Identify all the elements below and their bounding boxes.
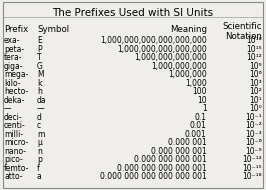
- Text: 1,000,000,000,000,000,000: 1,000,000,000,000,000,000: [100, 36, 207, 45]
- Text: deci-: deci-: [4, 113, 23, 122]
- Text: 10¹: 10¹: [249, 96, 262, 105]
- Text: atto-: atto-: [4, 172, 23, 181]
- Text: 1: 1: [202, 104, 207, 113]
- Text: Scientific
Notation: Scientific Notation: [222, 22, 262, 41]
- Text: pico-: pico-: [4, 155, 23, 164]
- Text: deka-: deka-: [4, 96, 25, 105]
- Text: Meaning: Meaning: [170, 25, 207, 34]
- Text: 0.000 001: 0.000 001: [168, 138, 207, 147]
- Text: exa-: exa-: [4, 36, 20, 45]
- Text: The Prefixes Used with SI Units: The Prefixes Used with SI Units: [52, 8, 214, 18]
- Text: 10¹⁵: 10¹⁵: [246, 44, 262, 54]
- Text: 0.1: 0.1: [195, 113, 207, 122]
- Text: 10: 10: [197, 96, 207, 105]
- Text: giga-: giga-: [4, 62, 23, 70]
- Text: 10¹²: 10¹²: [246, 53, 262, 62]
- Text: c: c: [37, 121, 41, 130]
- Text: 10⁻¹⁵: 10⁻¹⁵: [242, 164, 262, 173]
- Text: h: h: [37, 87, 42, 96]
- Text: hecto-: hecto-: [4, 87, 28, 96]
- Text: da: da: [37, 96, 47, 105]
- Text: T: T: [37, 53, 41, 62]
- Text: 10³: 10³: [249, 79, 262, 88]
- Text: femto-: femto-: [4, 164, 30, 173]
- Text: 10⁻⁶: 10⁻⁶: [245, 138, 262, 147]
- Text: 10¹⁸: 10¹⁸: [246, 36, 262, 45]
- Text: 10²: 10²: [249, 87, 262, 96]
- Text: 1,000: 1,000: [185, 79, 207, 88]
- Text: 0.001: 0.001: [185, 130, 207, 139]
- Text: 0.000 000 000 001: 0.000 000 000 001: [134, 155, 207, 164]
- Text: peta-: peta-: [4, 44, 24, 54]
- Text: 1,000,000,000: 1,000,000,000: [151, 62, 207, 70]
- Text: 1,000,000,000,000,000: 1,000,000,000,000,000: [117, 44, 207, 54]
- Text: —: —: [37, 104, 44, 113]
- Text: 1,000,000,000,000: 1,000,000,000,000: [134, 53, 207, 62]
- Text: 10⁻¹²: 10⁻¹²: [242, 155, 262, 164]
- Text: M: M: [37, 70, 44, 79]
- Text: mega-: mega-: [4, 70, 28, 79]
- Text: kilo-: kilo-: [4, 79, 20, 88]
- Text: d: d: [37, 113, 42, 122]
- Text: Symbol: Symbol: [37, 25, 69, 34]
- Text: centi-: centi-: [4, 121, 26, 130]
- Text: 100: 100: [192, 87, 207, 96]
- Text: 10⁻⁹: 10⁻⁹: [245, 147, 262, 156]
- Text: m: m: [37, 130, 44, 139]
- Text: G: G: [37, 62, 43, 70]
- Text: 0.01: 0.01: [190, 121, 207, 130]
- Text: p: p: [37, 155, 42, 164]
- Text: k: k: [37, 79, 41, 88]
- Text: 0.000 000 000 000 000 001: 0.000 000 000 000 000 001: [100, 172, 207, 181]
- Text: 10⁶: 10⁶: [249, 70, 262, 79]
- Text: milli-: milli-: [4, 130, 23, 139]
- Text: Prefix: Prefix: [4, 25, 28, 34]
- Text: n: n: [37, 147, 42, 156]
- Text: tera-: tera-: [4, 53, 23, 62]
- Text: μ: μ: [37, 138, 42, 147]
- Text: 10⁻¹⁸: 10⁻¹⁸: [242, 172, 262, 181]
- Text: 1,000,000: 1,000,000: [168, 70, 207, 79]
- Text: f: f: [37, 164, 40, 173]
- Text: 10⁹: 10⁹: [249, 62, 262, 70]
- Text: 10⁻²: 10⁻²: [245, 121, 262, 130]
- Text: 10⁻¹: 10⁻¹: [245, 113, 262, 122]
- Text: a: a: [37, 172, 42, 181]
- Text: 0.000 000 001: 0.000 000 001: [151, 147, 207, 156]
- Text: 0.000 000 000 000 001: 0.000 000 000 000 001: [117, 164, 207, 173]
- Text: 10⁰: 10⁰: [249, 104, 262, 113]
- Text: micro-: micro-: [4, 138, 28, 147]
- Text: 10⁻³: 10⁻³: [245, 130, 262, 139]
- Text: P: P: [37, 44, 41, 54]
- Text: nano-: nano-: [4, 147, 26, 156]
- Text: —: —: [4, 104, 12, 113]
- Text: E: E: [37, 36, 42, 45]
